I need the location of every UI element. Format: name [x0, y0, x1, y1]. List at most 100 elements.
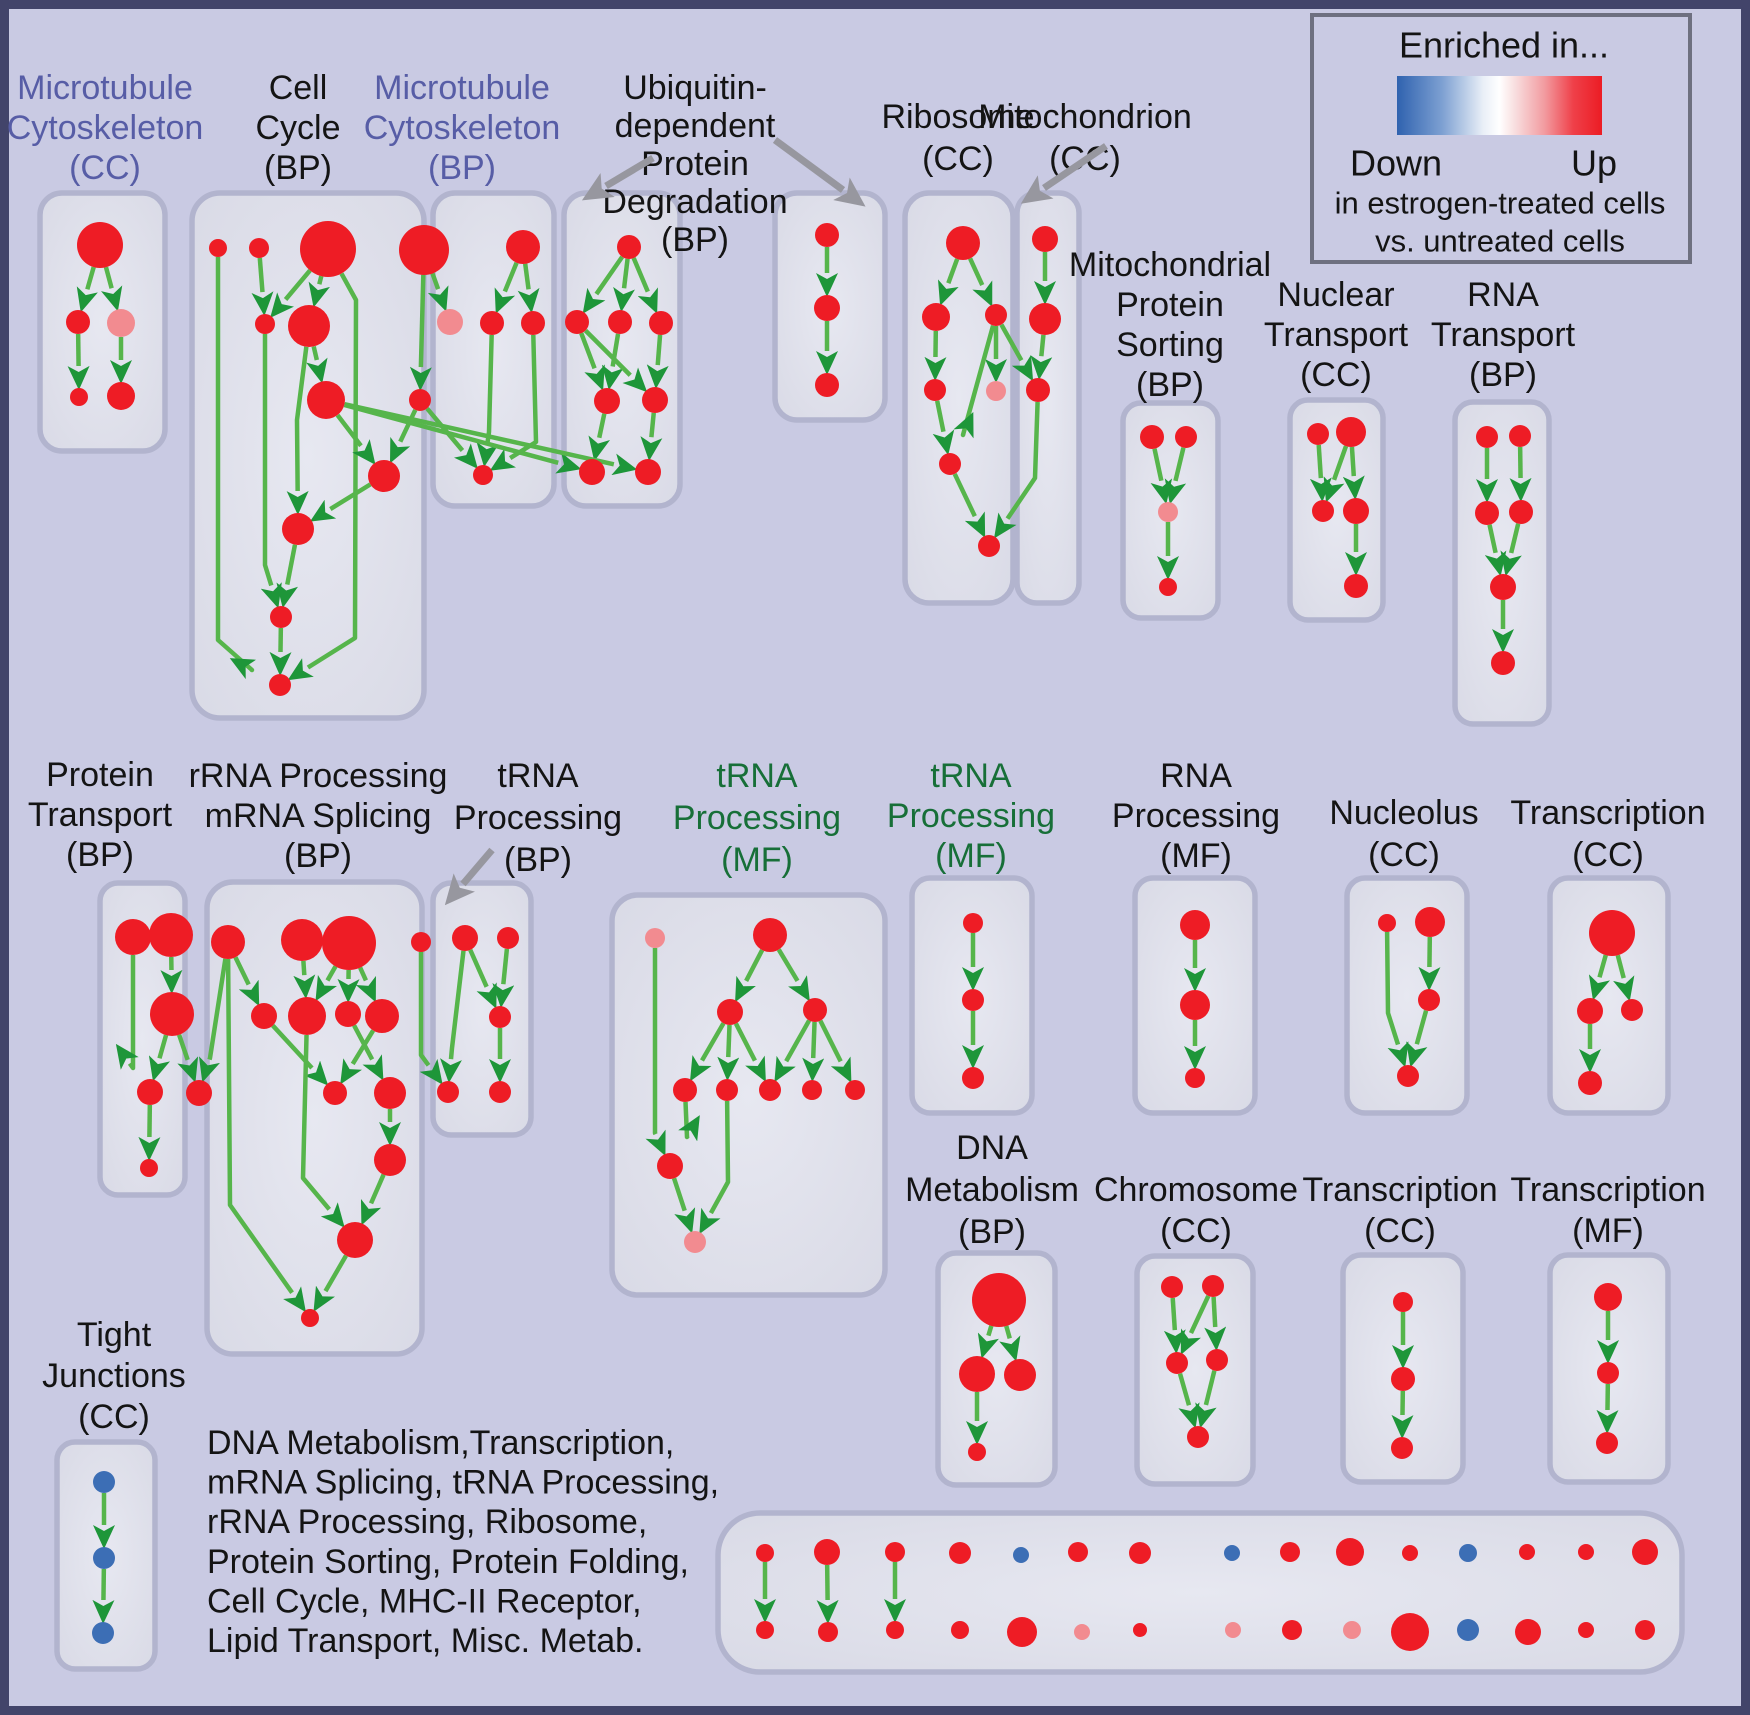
node-chromosome-1	[1202, 1275, 1224, 1297]
node-rna-transport-3	[1509, 500, 1533, 524]
node-mito-sorting-1	[1175, 426, 1197, 448]
edge-trna-mf-big-11	[699, 1100, 731, 1235]
node-misc-25	[1391, 1613, 1429, 1651]
node-rrna-8	[186, 1080, 212, 1106]
node-chromosome-4	[1187, 1426, 1209, 1448]
node-protein-transport-3	[137, 1079, 163, 1105]
node-mito-sorting-3	[1159, 578, 1177, 596]
edge-mito-sorting-0	[1150, 448, 1173, 505]
node-misc-18	[951, 1621, 969, 1639]
label-rna-processing-mf-line-1: Processing	[1112, 797, 1280, 835]
legend-down-label: Down	[1350, 143, 1442, 184]
node-misc-19	[1007, 1617, 1037, 1647]
label-ubiquitin-line-3: Degradation	[602, 183, 787, 221]
label-microtubule-bp-line-2: (BP)	[428, 149, 496, 187]
node-microtubule-cc-3	[70, 388, 88, 406]
cross-edge-mitochondrion-to-ribosome-4	[994, 401, 1040, 539]
label-chromosome-line-1: (CC)	[1160, 1212, 1232, 1250]
node-rrna-2	[322, 916, 376, 970]
node-trna-mf-big-8	[845, 1080, 865, 1100]
node-misc-4-blue	[1013, 1547, 1029, 1563]
edge-ubiquitin-net-8	[640, 412, 663, 462]
edge-trna-mf-big-0	[735, 949, 765, 1003]
node-mitochondrion-2	[1026, 378, 1050, 402]
edge-chromosome-1	[1180, 1295, 1211, 1355]
node-nucleolus-3	[1397, 1065, 1419, 1087]
node-rrna-6	[335, 1001, 361, 1027]
edge-ribosome-6	[952, 472, 986, 538]
edge-dna-metabolism-1	[999, 1325, 1021, 1362]
edge-microtubule-bp-1	[517, 263, 540, 314]
edge-rrna-10	[340, 1029, 376, 1085]
edge-ubiquitin-net-0	[582, 255, 625, 314]
node-cell-cycle-2	[300, 221, 356, 277]
text-block-line-3: Protein Sorting, Protein Folding,	[207, 1543, 689, 1581]
node-misc-27	[1515, 1619, 1541, 1645]
node-rna-processing-mf-2	[1185, 1068, 1205, 1088]
node-cell-cycle-11	[270, 606, 292, 628]
label-nuclear-transport-line-2: (CC)	[1300, 356, 1372, 394]
edge-rrna-4	[315, 965, 338, 1002]
label-trna-mf-2-line-1: Processing	[887, 797, 1055, 835]
node-ubiquitin-net-5	[642, 387, 668, 413]
cluster-box-rna-transport	[1452, 399, 1552, 727]
node-trna-bp-2	[489, 1006, 511, 1028]
edge-nucleolus-2	[1406, 1010, 1429, 1068]
edge-nucleolus-0	[1384, 931, 1409, 1068]
label-trna-bp-line-0: tRNA	[497, 757, 579, 795]
node-rrna-5	[288, 997, 326, 1035]
node-trna-mf-big-10-pink	[684, 1231, 706, 1253]
edge-trna-mf-big-7	[818, 1019, 852, 1083]
label-mito-sorting-line-2: Sorting	[1116, 326, 1224, 364]
node-microtubule-cc-4	[107, 382, 135, 410]
edge-protein-transport-0	[115, 955, 139, 1071]
edge-cell-cycle-10	[335, 413, 376, 465]
node-rrna-4	[251, 1003, 277, 1029]
node-chromosome-0	[1161, 1276, 1183, 1298]
node-dna-metabolism-1	[959, 1356, 995, 1392]
label-trna-mf-2-line-2: (MF)	[935, 837, 1007, 875]
cluster-box-protein-transport	[97, 880, 188, 1198]
node-mito-sorting-2-pink	[1158, 502, 1178, 522]
node-misc-13	[1578, 1544, 1594, 1560]
legend-box	[1310, 13, 1692, 264]
node-chromosome-3	[1206, 1349, 1228, 1371]
label-rrna-line-2: (BP)	[284, 837, 352, 875]
label-transcription-cc-2-line-1: (CC)	[1364, 1212, 1436, 1250]
node-misc-10	[1402, 1545, 1418, 1561]
label-ubiquitin-line-0: Ubiquitin-	[623, 69, 767, 107]
text-block-line-4: Cell Cycle, MHC-II Receptor,	[207, 1582, 642, 1620]
edge-cell-cycle-8	[306, 345, 328, 384]
node-nucleolus-0	[1378, 914, 1396, 932]
label-rna-processing-mf-line-0: RNA	[1160, 757, 1232, 795]
node-misc-2	[885, 1542, 905, 1562]
text-block-line-2: rRNA Processing, Ribosome,	[207, 1503, 647, 1541]
edge-trna-mf-big-3	[717, 1024, 740, 1082]
node-trna-mf-small-2	[962, 1067, 984, 1089]
node-ribosome-0	[946, 226, 980, 260]
edge-ubiquitin-net-2	[631, 257, 658, 314]
edge-trna-mf-big-10	[671, 1177, 696, 1234]
edge-trna-mf-big-4	[733, 1022, 766, 1082]
node-cell-cycle-9	[368, 460, 400, 492]
node-misc-12	[1519, 1544, 1535, 1560]
label-protein-transport-line-1: Transport	[28, 796, 173, 834]
node-nuclear-transport-4	[1344, 574, 1368, 598]
legend-gradient-bar	[1397, 76, 1602, 135]
edge-mito-sorting-1	[1164, 447, 1187, 505]
label-trna-mf-1-line-1: Processing	[673, 799, 841, 837]
node-ubiquitin-chain-0	[815, 223, 839, 247]
edge-rna-transport-2	[1484, 524, 1507, 577]
node-transcription-cc-1-1	[1577, 998, 1603, 1024]
label-trna-bp-line-1: Processing	[454, 799, 622, 837]
text-block-line-1: mRNA Splicing, tRNA Processing,	[207, 1464, 719, 1502]
label-protein-transport-line-0: Protein	[46, 756, 154, 794]
label-microtubule-cc-line-1: Cytoskeleton	[7, 109, 204, 147]
edge-cell-cycle-9	[286, 346, 309, 516]
node-protein-transport-4	[140, 1159, 158, 1177]
edge-rrna-8	[300, 1034, 345, 1228]
node-misc-5	[1068, 1542, 1088, 1562]
node-misc-21	[1133, 1623, 1147, 1637]
cross-edge-rrna-to-trna-bp-6	[418, 952, 443, 1085]
node-cell-cycle-8-pink	[437, 309, 463, 335]
